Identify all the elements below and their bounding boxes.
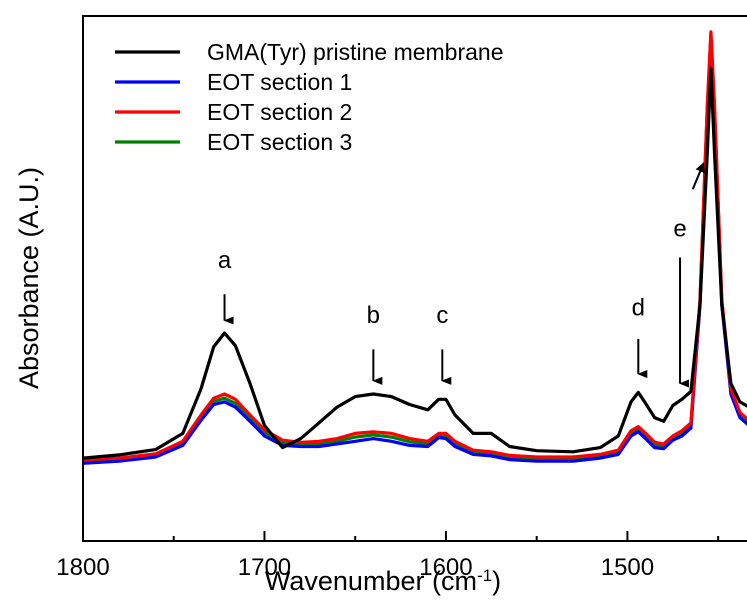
legend: GMA(Tyr) pristine membrane EOT section 1 E…	[115, 39, 504, 155]
y-axis-title: Absorbance (A.U.)	[14, 167, 44, 389]
series-line-3	[83, 30, 747, 462]
x-tick-label: 1700	[238, 554, 291, 581]
annotation-layer: a b c d e	[218, 162, 705, 388]
plot-frame	[82, 15, 747, 542]
x-axis-title-sup: -1	[477, 566, 492, 585]
peak-label-a: a	[218, 247, 232, 274]
x-tick-label: 1800	[56, 554, 109, 581]
peak-arrow-e-diagonal	[691, 162, 705, 190]
series-line-1	[83, 66, 747, 460]
series-line-4	[83, 32, 747, 463]
peak-label-c: c	[436, 302, 448, 329]
peak-label-e: e	[673, 216, 686, 243]
x-tick-label: 1500	[601, 554, 654, 581]
legend-label-1: GMA(Tyr) pristine membrane	[207, 39, 504, 65]
x-axis-title: Wavenumber (cm-1)	[265, 566, 501, 597]
peak-label-b: b	[367, 302, 380, 329]
legend-label-4: EOT section 3	[207, 129, 352, 155]
x-tick-label: 1600	[419, 554, 472, 581]
peak-label-d: d	[632, 294, 645, 321]
series-layer	[83, 30, 747, 465]
x-axis-title-end: )	[492, 566, 501, 596]
series-line-2	[83, 35, 747, 465]
x-axis-title-main: Wavenumber (cm	[265, 566, 477, 596]
legend-label-2: EOT section 1	[207, 69, 352, 95]
legend-label-3: EOT section 2	[207, 99, 352, 125]
tick-layer: 1800 1700 1600 1500	[56, 531, 720, 581]
